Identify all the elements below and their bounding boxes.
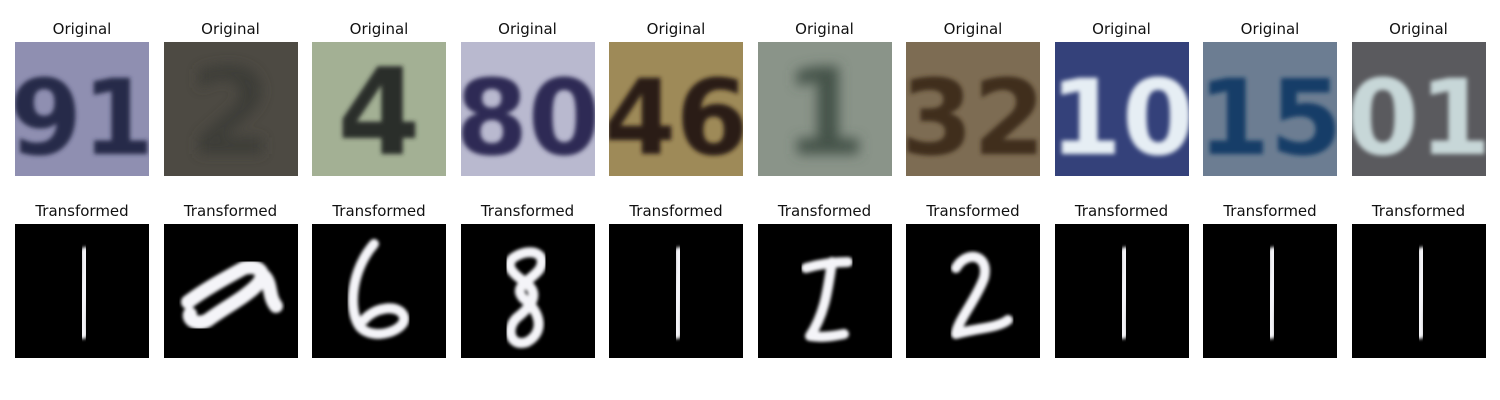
original-title: Original <box>943 20 1003 38</box>
transformed-image <box>460 224 595 358</box>
transformed-image <box>163 224 298 358</box>
transformed-digit-stroke <box>1117 247 1130 339</box>
transformed-title: Transformed <box>1371 202 1466 220</box>
transformed-title: Transformed <box>777 202 872 220</box>
transformed-title: Transformed <box>629 202 723 220</box>
original-digit-glyph: 32 <box>906 57 1040 176</box>
transformed-image <box>609 224 743 358</box>
transformed-digit-stroke <box>504 247 547 348</box>
original-title: Original <box>795 20 854 38</box>
transformed-title: Transformed <box>1074 202 1169 220</box>
original-image: 1 <box>757 42 892 176</box>
transformed-image <box>757 224 892 358</box>
transformed-image <box>1054 224 1189 358</box>
original-title: Original <box>349 20 409 38</box>
original-digit-glyph: 1 <box>783 44 867 176</box>
original-digit-glyph: 80 <box>461 57 595 176</box>
transformed-digit-stroke <box>180 260 283 330</box>
transformed-title: Transformed <box>480 202 575 220</box>
original-digit-glyph: 15 <box>1203 57 1337 176</box>
original-image: 4 <box>312 42 446 176</box>
original-image: 10 <box>1054 42 1189 176</box>
transformed-title: Transformed <box>35 202 129 220</box>
transformed-title: Transformed <box>926 202 1020 220</box>
transformed-title: Transformed <box>1223 202 1317 220</box>
original-image: 80 <box>460 42 595 176</box>
original-digit-glyph: 10 <box>1055 57 1189 176</box>
transformed-digit-stroke <box>671 247 685 339</box>
original-image: 15 <box>1203 42 1337 176</box>
original-image: 32 <box>906 42 1040 176</box>
transformed-digit-stroke <box>951 251 1013 339</box>
transformed-image <box>1351 224 1486 358</box>
original-digit-glyph: 01 <box>1352 57 1486 176</box>
transformed-digit-stroke <box>1414 247 1427 339</box>
original-title: Original <box>646 20 706 38</box>
transformed-image <box>312 224 446 358</box>
original-title: Original <box>1389 20 1448 38</box>
original-image: 01 <box>1351 42 1486 176</box>
original-digit-glyph: 91 <box>15 57 149 176</box>
original-image: 2 <box>163 42 298 176</box>
transformed-title: Transformed <box>183 202 278 220</box>
original-digit-glyph: 4 <box>337 44 421 176</box>
original-title: Original <box>1092 20 1151 38</box>
original-title: Original <box>498 20 557 38</box>
transformed-image <box>1203 224 1337 358</box>
original-title: Original <box>52 20 112 38</box>
original-title: Original <box>201 20 260 38</box>
transformed-digit-stroke <box>347 239 409 339</box>
original-digit-glyph: 2 <box>189 44 273 176</box>
transformed-image <box>15 224 149 358</box>
transformed-digit-stroke <box>800 257 853 342</box>
transformed-title: Transformed <box>332 202 426 220</box>
original-image: 46 <box>609 42 743 176</box>
transformed-image <box>906 224 1040 358</box>
original-image: 91 <box>15 42 149 176</box>
original-digit-glyph: 46 <box>609 57 743 176</box>
transformed-digit-stroke <box>1265 247 1279 339</box>
original-title: Original <box>1240 20 1300 38</box>
transformed-digit-stroke <box>77 247 91 339</box>
